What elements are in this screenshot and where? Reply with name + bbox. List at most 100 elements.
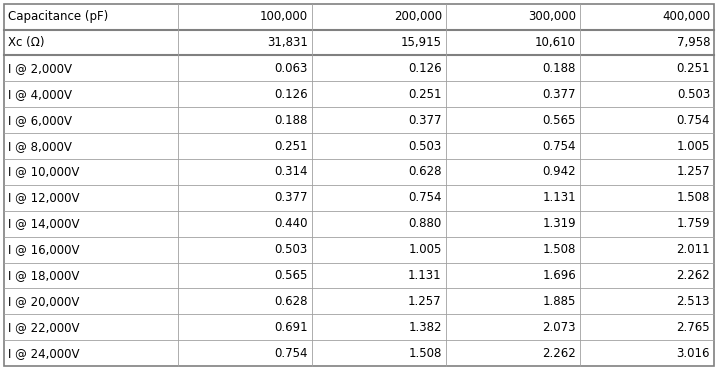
Bar <box>446 340 580 366</box>
Text: 0.503: 0.503 <box>677 88 710 101</box>
Bar <box>580 289 714 314</box>
Bar <box>178 107 312 133</box>
Bar <box>446 263 580 289</box>
Text: 0.628: 0.628 <box>409 166 442 178</box>
Bar <box>312 133 446 159</box>
Bar <box>178 340 312 366</box>
Bar <box>580 107 714 133</box>
Text: I @ 6,000V: I @ 6,000V <box>8 114 72 127</box>
Text: 400,000: 400,000 <box>662 10 710 23</box>
Bar <box>4 340 178 366</box>
Bar <box>580 237 714 263</box>
Bar <box>312 107 446 133</box>
Text: 0.440: 0.440 <box>274 217 307 230</box>
Bar <box>178 29 312 56</box>
Bar <box>178 4 312 29</box>
Text: I @ 22,000V: I @ 22,000V <box>8 321 80 334</box>
Text: 2.011: 2.011 <box>676 243 710 256</box>
Bar <box>446 81 580 107</box>
Bar <box>178 133 312 159</box>
Bar <box>446 211 580 237</box>
Text: 0.188: 0.188 <box>543 62 576 75</box>
Bar <box>446 4 580 29</box>
Text: 10,610: 10,610 <box>535 36 576 49</box>
Bar <box>4 211 178 237</box>
Bar <box>4 29 178 56</box>
Bar <box>580 133 714 159</box>
Bar <box>580 56 714 81</box>
Text: 0.503: 0.503 <box>274 243 307 256</box>
Text: 100,000: 100,000 <box>259 10 307 23</box>
Text: 2.073: 2.073 <box>542 321 576 334</box>
Bar <box>4 314 178 340</box>
Text: I @ 8,000V: I @ 8,000V <box>8 139 72 153</box>
Bar <box>312 237 446 263</box>
Bar <box>4 289 178 314</box>
Text: 0.565: 0.565 <box>543 114 576 127</box>
Bar <box>580 185 714 211</box>
Bar <box>580 340 714 366</box>
Text: 0.754: 0.754 <box>409 191 442 204</box>
Text: I @ 4,000V: I @ 4,000V <box>8 88 72 101</box>
Bar <box>4 4 178 29</box>
Bar <box>580 159 714 185</box>
Bar <box>312 263 446 289</box>
Text: 0.565: 0.565 <box>274 269 307 282</box>
Text: 0.251: 0.251 <box>274 139 307 153</box>
Text: 2.262: 2.262 <box>676 269 710 282</box>
Bar <box>580 211 714 237</box>
Text: I @ 12,000V: I @ 12,000V <box>8 191 80 204</box>
Text: 0.503: 0.503 <box>409 139 442 153</box>
Text: 15,915: 15,915 <box>401 36 442 49</box>
Bar <box>580 314 714 340</box>
Bar <box>178 81 312 107</box>
Text: I @ 2,000V: I @ 2,000V <box>8 62 72 75</box>
Text: I @ 24,000V: I @ 24,000V <box>8 347 80 360</box>
Text: Xc (Ω): Xc (Ω) <box>8 36 45 49</box>
Text: 0.377: 0.377 <box>409 114 442 127</box>
Bar <box>446 29 580 56</box>
Bar <box>446 237 580 263</box>
Bar <box>312 314 446 340</box>
Bar <box>4 237 178 263</box>
Text: 1.382: 1.382 <box>409 321 442 334</box>
Text: 0.377: 0.377 <box>542 88 576 101</box>
Bar <box>312 4 446 29</box>
Text: 1.508: 1.508 <box>677 191 710 204</box>
Text: 0.880: 0.880 <box>409 217 442 230</box>
Text: 3.016: 3.016 <box>676 347 710 360</box>
Bar <box>446 185 580 211</box>
Bar <box>4 81 178 107</box>
Bar <box>446 289 580 314</box>
Bar <box>312 289 446 314</box>
Text: 0.126: 0.126 <box>408 62 442 75</box>
Bar <box>4 133 178 159</box>
Text: 1.257: 1.257 <box>408 295 442 308</box>
Text: 1.005: 1.005 <box>409 243 442 256</box>
Text: I @ 14,000V: I @ 14,000V <box>8 217 80 230</box>
Bar <box>312 81 446 107</box>
Bar <box>312 211 446 237</box>
Text: 2.513: 2.513 <box>676 295 710 308</box>
Text: I @ 20,000V: I @ 20,000V <box>8 295 79 308</box>
Text: Capacitance (pF): Capacitance (pF) <box>8 10 108 23</box>
Text: 7,958: 7,958 <box>676 36 710 49</box>
Bar <box>312 159 446 185</box>
Bar <box>178 289 312 314</box>
Text: 0.691: 0.691 <box>274 321 307 334</box>
Bar <box>446 56 580 81</box>
Bar <box>312 340 446 366</box>
Bar <box>178 211 312 237</box>
Text: 1.885: 1.885 <box>543 295 576 308</box>
Text: 2.765: 2.765 <box>676 321 710 334</box>
Text: I @ 18,000V: I @ 18,000V <box>8 269 79 282</box>
Bar <box>580 4 714 29</box>
Text: 0.377: 0.377 <box>274 191 307 204</box>
Text: 0.628: 0.628 <box>274 295 307 308</box>
Text: 1.508: 1.508 <box>543 243 576 256</box>
Text: 200,000: 200,000 <box>393 10 442 23</box>
Text: 0.754: 0.754 <box>542 139 576 153</box>
Text: 31,831: 31,831 <box>266 36 307 49</box>
Text: 0.251: 0.251 <box>409 88 442 101</box>
Text: 1.005: 1.005 <box>677 139 710 153</box>
